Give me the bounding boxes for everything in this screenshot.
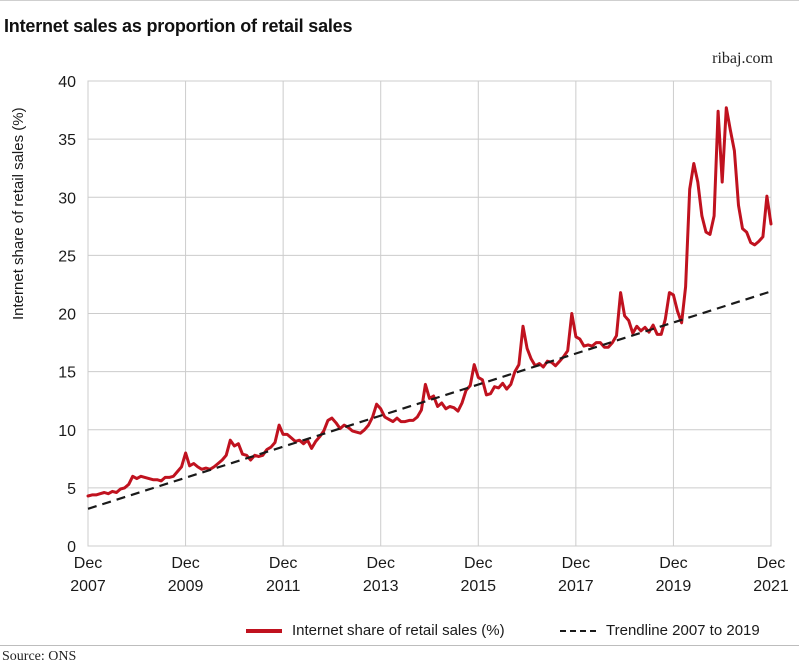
legend: Internet share of retail sales (%) Trend… bbox=[0, 620, 799, 644]
x-tick-label-month: Dec bbox=[366, 555, 394, 572]
y-tick-label: 35 bbox=[58, 132, 76, 149]
x-tick-label-month: Dec bbox=[464, 555, 492, 572]
x-tick-label-month: Dec bbox=[562, 555, 590, 572]
bottom-rule bbox=[0, 645, 799, 646]
y-tick-label: 40 bbox=[58, 74, 76, 91]
series-line-internet-share bbox=[86, 106, 773, 498]
legend-label-internet-share: Internet share of retail sales (%) bbox=[292, 622, 505, 639]
y-tick-label: 15 bbox=[58, 365, 76, 382]
x-tick-label-month: Dec bbox=[757, 555, 785, 572]
source-note: Source: ONS bbox=[2, 649, 77, 664]
y-tick-label: 10 bbox=[58, 423, 76, 440]
top-rule bbox=[0, 0, 799, 1]
legend-swatch-trendline bbox=[560, 629, 596, 632]
x-tick-label-month: Dec bbox=[74, 555, 102, 572]
x-tick-label-month: Dec bbox=[171, 555, 199, 572]
y-tick-label: 30 bbox=[58, 190, 76, 207]
x-tick-label-year: 2021 bbox=[753, 578, 789, 595]
x-tick-label-year: 2013 bbox=[363, 578, 399, 595]
legend-swatch-internet-share bbox=[246, 628, 282, 633]
y-tick-label: 5 bbox=[67, 481, 76, 498]
series-line-trendline bbox=[87, 290, 772, 510]
brand-label: ribaj.com bbox=[712, 50, 773, 67]
legend-item-trendline: Trendline 2007 to 2019 bbox=[560, 622, 760, 639]
x-tick-label-year: 2019 bbox=[656, 578, 692, 595]
x-tick-label-year: 2011 bbox=[266, 578, 301, 595]
x-tick-label-year: 2017 bbox=[558, 578, 594, 595]
chart-title: Internet sales as proportion of retail s… bbox=[4, 16, 353, 36]
y-tick-label: 25 bbox=[58, 248, 76, 265]
legend-label-trendline: Trendline 2007 to 2019 bbox=[606, 622, 760, 639]
legend-item-internet-share: Internet share of retail sales (%) bbox=[246, 622, 505, 639]
y-tick-label: 0 bbox=[67, 539, 76, 556]
x-tick-label-month: Dec bbox=[269, 555, 297, 572]
x-tick-label-year: 2007 bbox=[70, 578, 106, 595]
x-tick-label-year: 2009 bbox=[168, 578, 204, 595]
x-tick-label-year: 2015 bbox=[460, 578, 496, 595]
y-tick-label: 20 bbox=[58, 307, 76, 324]
x-tick-label-month: Dec bbox=[659, 555, 687, 572]
